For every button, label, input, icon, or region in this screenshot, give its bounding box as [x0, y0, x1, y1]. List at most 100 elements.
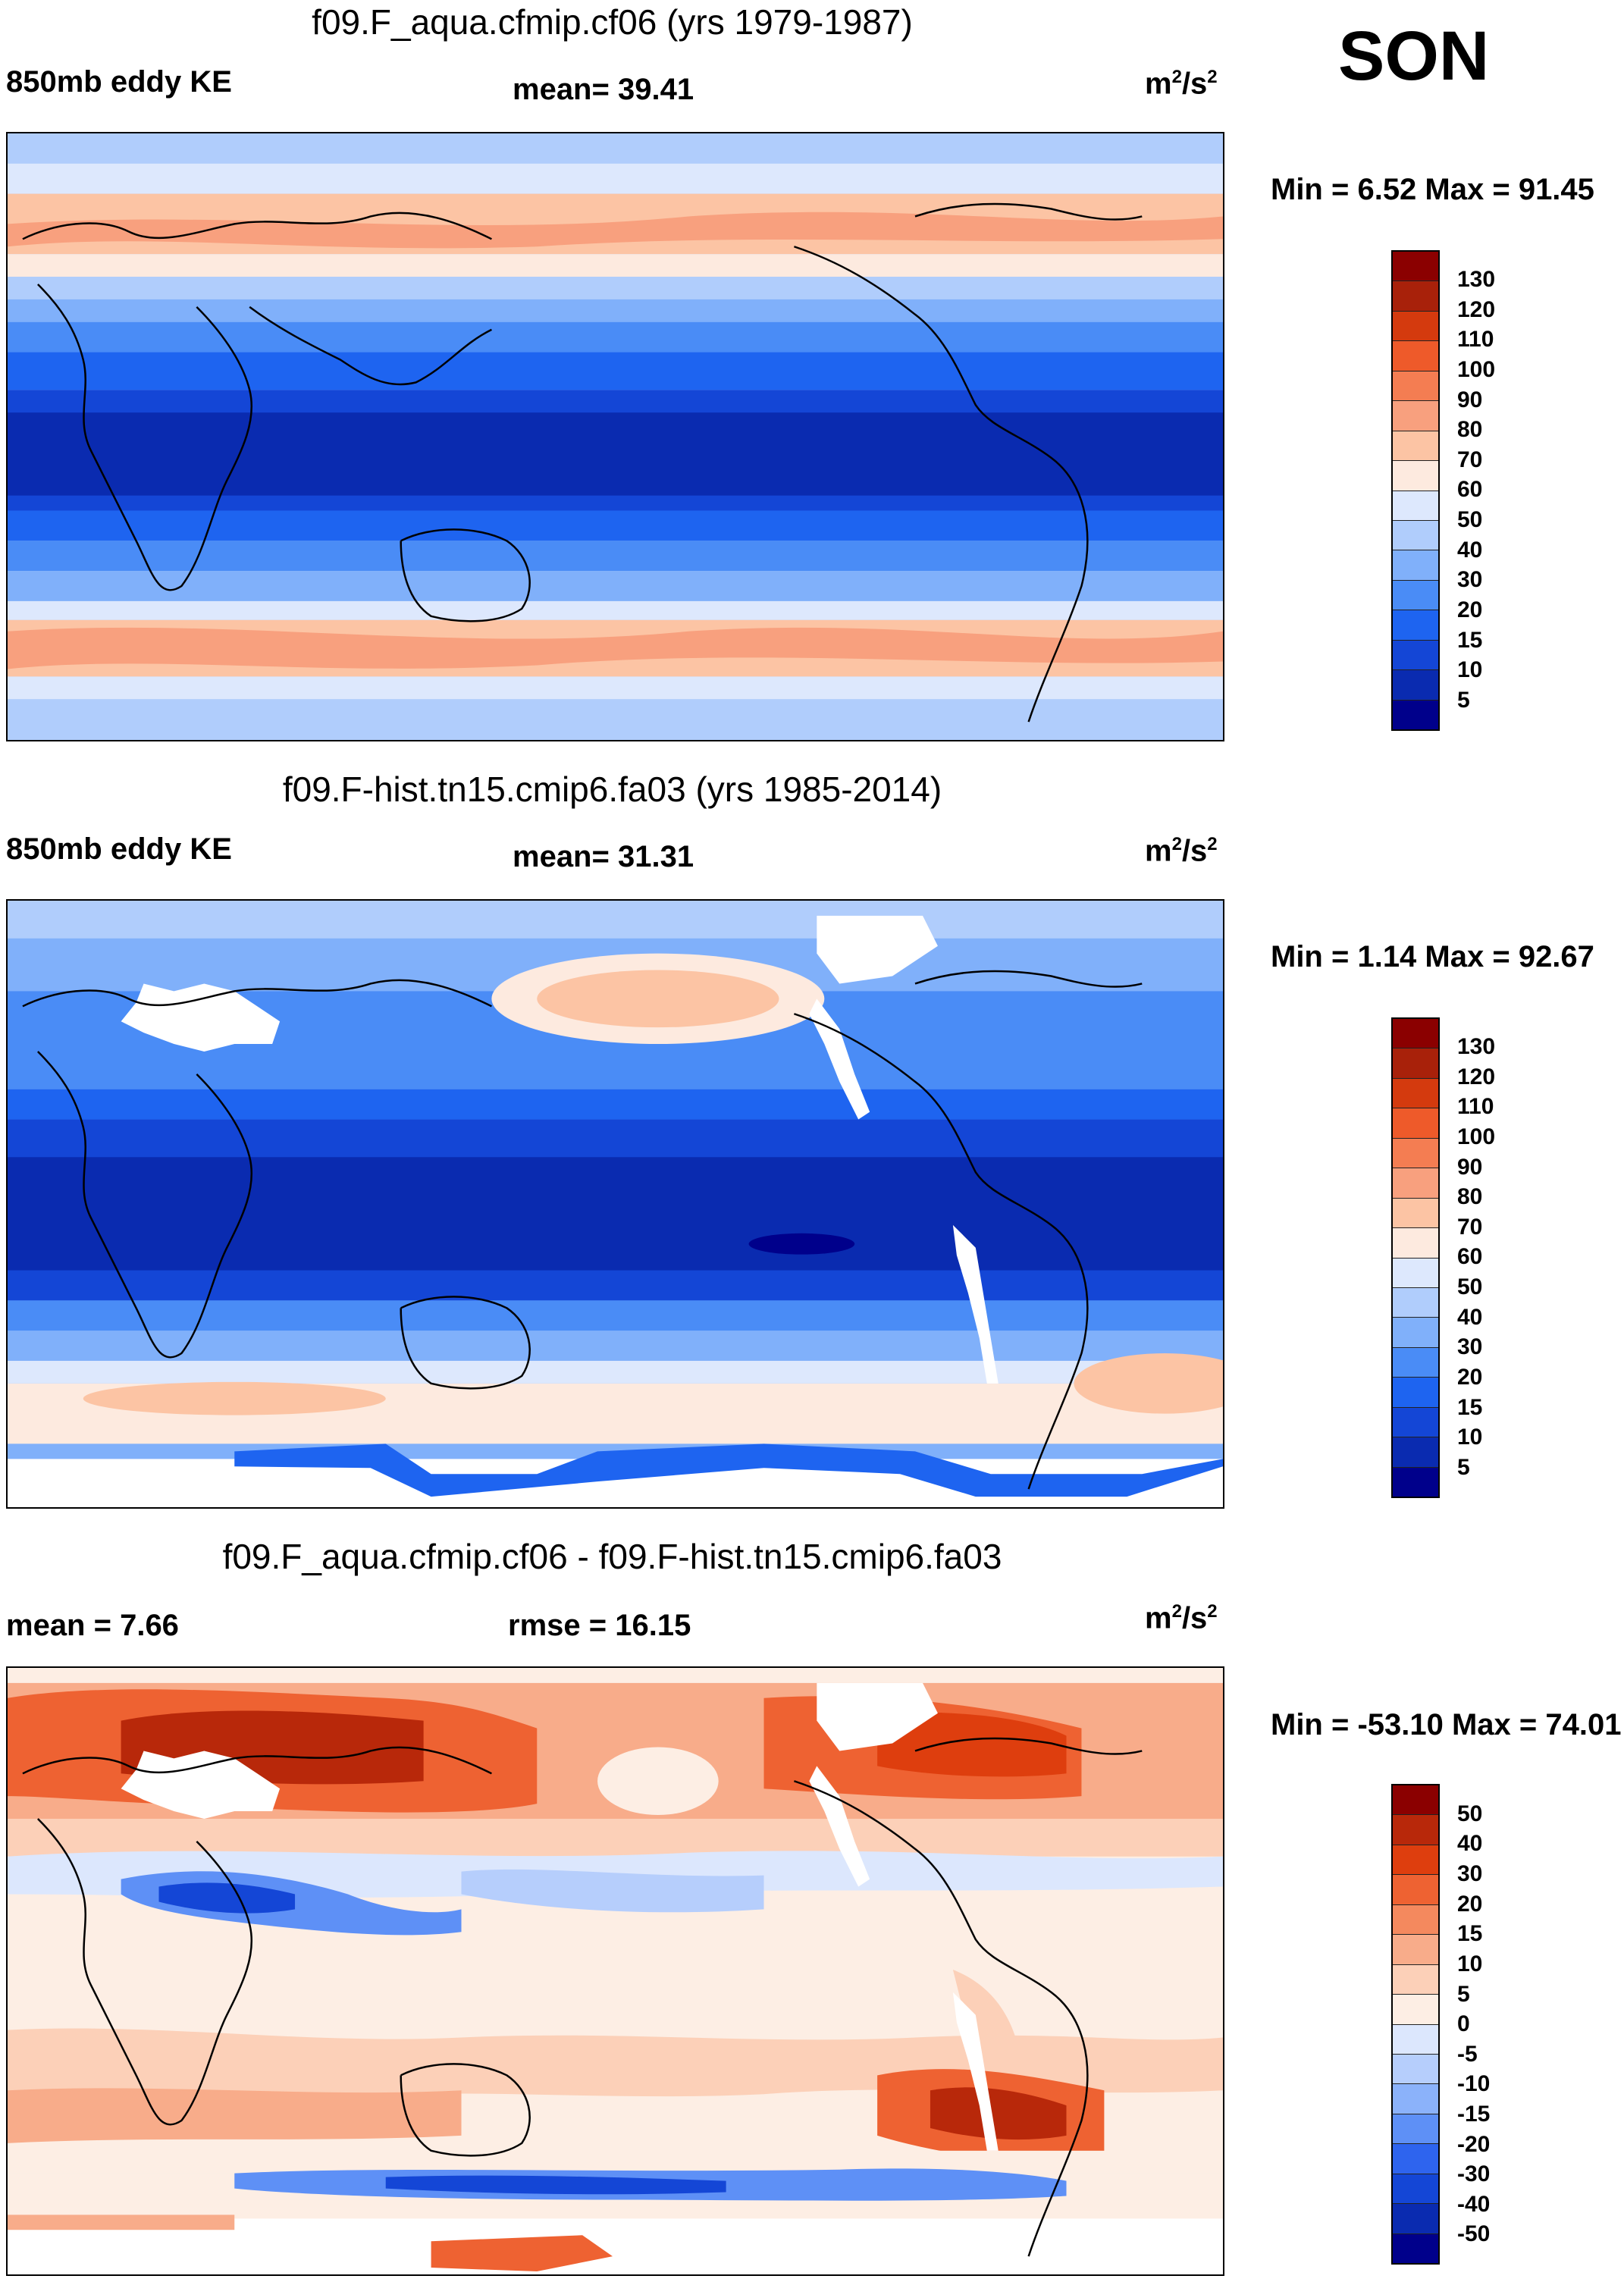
colorbar-swatch	[1393, 550, 1438, 581]
colorbar-tick: 50	[1457, 1801, 1483, 1826]
colorbar-swatch	[1393, 2174, 1438, 2205]
panel3-rmse: rmse = 16.15	[508, 1609, 691, 1642]
colorbar-swatch	[1393, 1904, 1438, 1936]
colorbar-swatch	[1393, 461, 1438, 491]
colorbar-swatch	[1393, 1785, 1438, 1816]
colorbar-tick: 50	[1457, 507, 1483, 532]
colorbar-tick: 30	[1457, 567, 1483, 592]
colorbar-swatch	[1393, 311, 1438, 342]
colorbar-swatch	[1393, 2054, 1438, 2085]
panel2-map	[6, 899, 1224, 1509]
panel1-minmax: Min = 6.52 Max = 91.45	[1271, 173, 1594, 206]
colorbar-tick: 20	[1457, 1365, 1483, 1390]
colorbar-tick: -50	[1457, 2221, 1491, 2246]
colorbar-swatch	[1393, 700, 1438, 729]
colorbar-swatch	[1393, 252, 1438, 282]
colorbar-swatch	[1393, 1467, 1438, 1497]
panel2-units: m2/s2	[1145, 834, 1218, 868]
colorbar-tick: 15	[1457, 628, 1483, 653]
colorbar-swatch	[1393, 431, 1438, 462]
colorbar-swatch	[1393, 1108, 1438, 1139]
panel2-left-label: 850mb eddy KE	[6, 832, 232, 866]
colorbar-tick: 5	[1457, 688, 1470, 713]
panel1-map	[6, 132, 1224, 741]
colorbar-swatch	[1393, 1228, 1438, 1259]
colorbar-tick: 70	[1457, 1215, 1483, 1240]
colorbar-tick: 130	[1457, 1034, 1496, 1059]
colorbar-swatch	[1393, 1078, 1438, 1109]
colorbar-swatch	[1393, 401, 1438, 431]
colorbar-tick: 120	[1457, 1064, 1496, 1089]
colorbar-tick: -5	[1457, 2042, 1478, 2067]
colorbar-tick: 110	[1457, 327, 1494, 352]
colorbar-tick: 20	[1457, 1892, 1483, 1917]
panel2-minmax: Min = 1.14 Max = 92.67	[1271, 940, 1594, 973]
colorbar-tick: 0	[1457, 2011, 1470, 2036]
colorbar-tick: -10	[1457, 2071, 1491, 2096]
panel2-mean: mean= 31.31	[513, 840, 694, 873]
colorbar-tick: 110	[1457, 1094, 1494, 1119]
colorbar-swatch	[1393, 2204, 1438, 2234]
colorbar-swatch	[1393, 2144, 1438, 2174]
colorbar-swatch	[1393, 1347, 1438, 1378]
colorbar-tick: 15	[1457, 1921, 1483, 1946]
panel3-title: f09.F_aqua.cfmip.cf06 - f09.F-hist.tn15.…	[222, 1537, 1002, 1576]
panel1-units: m2/s2	[1145, 67, 1218, 101]
panel2-title: f09.F-hist.tn15.cmip6.fa03 (yrs 1985-201…	[282, 770, 942, 809]
colorbar-tick: 100	[1457, 357, 1496, 382]
panel3-units: m2/s2	[1145, 1601, 1218, 1635]
colorbar-tick: 60	[1457, 1244, 1483, 1269]
colorbar-swatch	[1393, 520, 1438, 551]
panel3-mean: mean = 7.66	[6, 1609, 179, 1642]
season-label: SON	[1338, 17, 1490, 95]
colorbar-swatch	[1393, 281, 1438, 312]
colorbar-swatch	[1393, 2024, 1438, 2055]
colorbar-tick: 20	[1457, 597, 1483, 622]
colorbar-swatch	[1393, 1845, 1438, 1876]
colorbar-swatch	[1393, 1995, 1438, 2025]
panel3-map-svg	[8, 1668, 1223, 2274]
colorbar-swatch	[1393, 371, 1438, 402]
colorbar-tick: -15	[1457, 2102, 1491, 2127]
colorbar-swatch	[1393, 1168, 1438, 1199]
colorbar-tick: 130	[1457, 267, 1496, 292]
panel2-colorbar	[1391, 1017, 1440, 1498]
colorbar-swatch	[1393, 1437, 1438, 1468]
colorbar-tick: 5	[1457, 1982, 1470, 2007]
colorbar-tick: 90	[1457, 1155, 1483, 1180]
colorbar-tick: 120	[1457, 297, 1496, 322]
colorbar-tick: 10	[1457, 1951, 1483, 1976]
colorbar-swatch	[1393, 1049, 1438, 1079]
colorbar-swatch	[1393, 1287, 1438, 1318]
panel1-mean: mean= 39.41	[513, 73, 694, 106]
panel3-minmax: Min = -53.10 Max = 74.01	[1271, 1708, 1622, 1741]
colorbar-swatch	[1393, 1407, 1438, 1438]
colorbar-swatch	[1393, 580, 1438, 611]
colorbar-tick: 10	[1457, 657, 1483, 682]
colorbar-tick: 30	[1457, 1861, 1483, 1886]
panel1-colorbar	[1391, 250, 1440, 731]
colorbar-swatch	[1393, 1258, 1438, 1288]
colorbar-tick: 10	[1457, 1425, 1483, 1450]
colorbar-tick: 50	[1457, 1274, 1483, 1299]
panel1-title: f09.F_aqua.cfmip.cf06 (yrs 1979-1987)	[312, 2, 913, 42]
colorbar-tick: -30	[1457, 2161, 1491, 2186]
colorbar-swatch	[1393, 2114, 1438, 2145]
colorbar-tick: 90	[1457, 387, 1483, 412]
colorbar-swatch	[1393, 1935, 1438, 1965]
colorbar-tick: 80	[1457, 417, 1483, 442]
colorbar-swatch	[1393, 2084, 1438, 2114]
colorbar-swatch	[1393, 1019, 1438, 1049]
colorbar-tick: 100	[1457, 1124, 1496, 1149]
colorbar-tick: 15	[1457, 1395, 1483, 1420]
colorbar-tick: 40	[1457, 538, 1483, 563]
colorbar-tick: 30	[1457, 1334, 1483, 1359]
colorbar-tick: 70	[1457, 447, 1483, 472]
colorbar-swatch	[1393, 1964, 1438, 1995]
colorbar-swatch	[1393, 2233, 1438, 2263]
panel2-map-svg	[8, 901, 1223, 1507]
colorbar-tick: 40	[1457, 1305, 1483, 1330]
colorbar-tick: 40	[1457, 1831, 1483, 1856]
colorbar-swatch	[1393, 610, 1438, 641]
colorbar-swatch	[1393, 1875, 1438, 1905]
